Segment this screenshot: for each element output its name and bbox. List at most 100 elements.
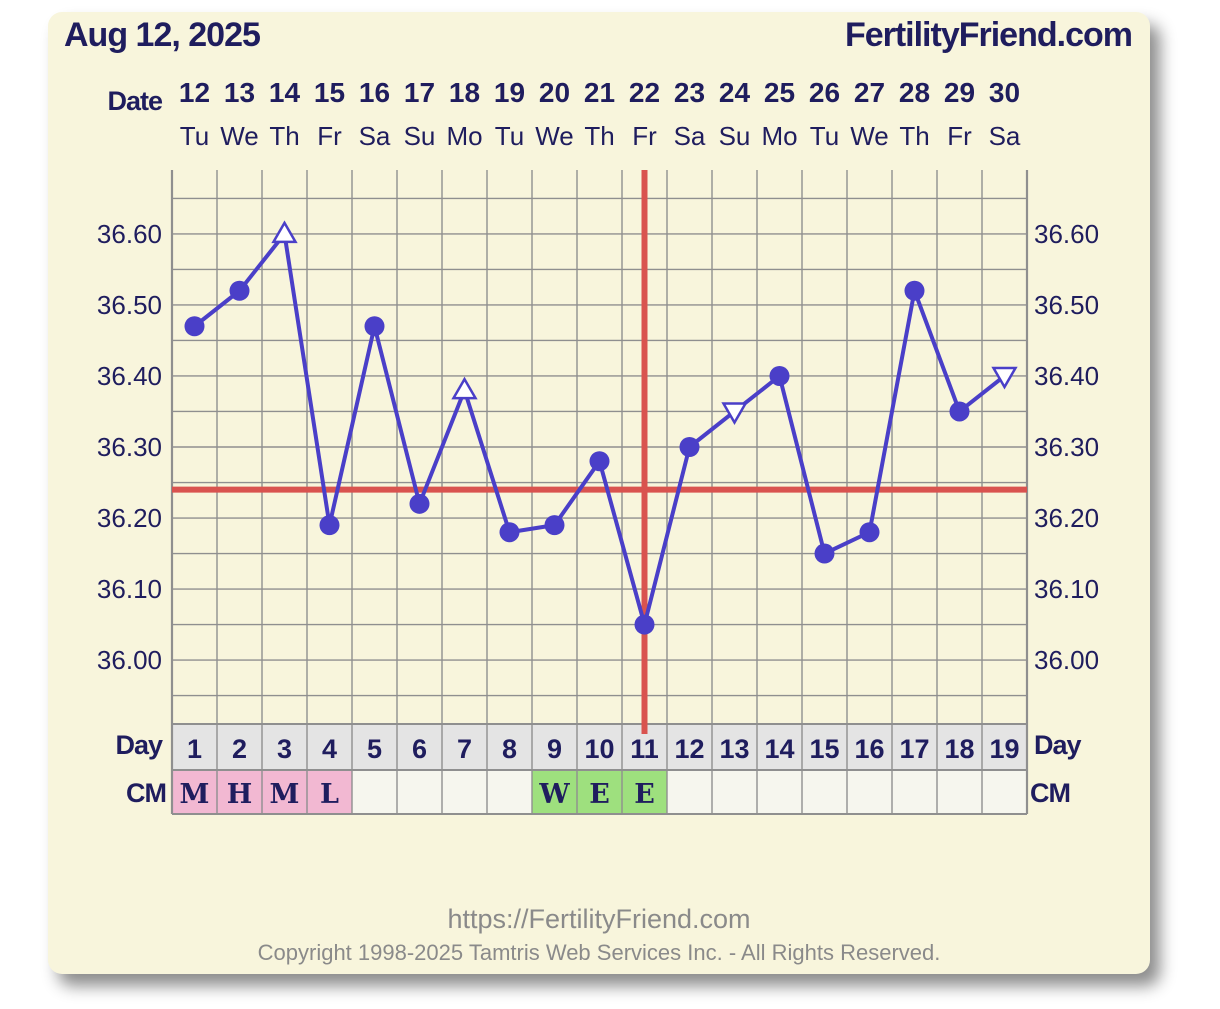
cycle-day-label: 13 xyxy=(719,734,749,764)
y-tick-left: 36.30 xyxy=(97,432,162,462)
weekday-label: Mo xyxy=(761,121,797,151)
date-label: 25 xyxy=(764,77,795,108)
y-tick-left: 36.40 xyxy=(97,361,162,391)
cycle-day-label: 17 xyxy=(899,734,929,764)
temperature-point[interactable] xyxy=(679,437,700,457)
date-label: 16 xyxy=(359,77,390,108)
weekday-label: Fr xyxy=(317,121,342,151)
date-label: 20 xyxy=(539,77,570,108)
date-label: 15 xyxy=(314,77,345,108)
temperature-point[interactable] xyxy=(859,522,880,543)
cycle-day-label: 6 xyxy=(412,734,427,764)
cm-cell xyxy=(937,770,982,814)
cycle-day-label: 8 xyxy=(502,734,517,764)
temperature-point[interactable] xyxy=(544,515,565,536)
weekday-label: Fr xyxy=(632,121,657,151)
bbt-chart: Aug 12, 2025 FertilityFriend.com Date Da… xyxy=(64,16,1133,965)
temperature-point[interactable] xyxy=(769,365,790,386)
temperature-point[interactable] xyxy=(499,522,520,543)
y-tick-right: 36.30 xyxy=(1034,432,1099,462)
y-tick-left: 36.20 xyxy=(97,503,162,533)
date-label: 29 xyxy=(944,77,975,108)
day-cell xyxy=(712,724,757,770)
cycle-day-label: 1 xyxy=(187,734,202,764)
temperature-point[interactable] xyxy=(904,280,925,301)
weekday-label: Tu xyxy=(810,121,839,151)
day-cell xyxy=(397,724,442,770)
cm-label: L xyxy=(320,779,339,810)
date-label: 12 xyxy=(179,77,210,108)
day-cell xyxy=(847,724,892,770)
weekday-label: Mo xyxy=(446,121,482,151)
y-tick-right: 36.00 xyxy=(1034,645,1099,675)
temperature-point[interactable] xyxy=(184,316,205,337)
date-label: 13 xyxy=(224,77,255,108)
temperature-point-open[interactable] xyxy=(721,402,748,425)
temperature-point[interactable] xyxy=(589,451,610,472)
temperature-point[interactable] xyxy=(409,493,430,514)
date-label: 19 xyxy=(494,77,525,108)
cycle-day-label: 14 xyxy=(764,734,794,764)
day-cell xyxy=(532,724,577,770)
day-cell xyxy=(262,724,307,770)
cm-cell xyxy=(712,770,757,814)
day-cell xyxy=(982,724,1027,770)
site-name: FertilityFriend.com xyxy=(845,16,1132,54)
temperature-point[interactable] xyxy=(949,401,970,422)
temperature-point-open[interactable] xyxy=(271,220,298,244)
cm-cell xyxy=(577,770,622,814)
weekday-label: Sa xyxy=(359,121,391,151)
cm-label: E xyxy=(589,779,610,810)
date-label: 27 xyxy=(854,77,885,108)
cm-cell xyxy=(622,770,667,814)
date-label: 28 xyxy=(899,77,930,108)
day-cell xyxy=(487,724,532,770)
day-cell xyxy=(172,724,217,770)
date-label: 14 xyxy=(269,77,301,108)
cm-cell xyxy=(217,770,262,814)
date-label: 30 xyxy=(989,77,1020,108)
cm-label: M xyxy=(270,779,300,810)
cycle-day-label: 11 xyxy=(630,734,659,764)
cm-cell xyxy=(172,770,217,814)
cm-cell xyxy=(442,770,487,814)
temperature-point[interactable] xyxy=(319,515,340,536)
y-tick-left: 36.10 xyxy=(97,574,162,604)
cm-cell xyxy=(487,770,532,814)
date-label: 24 xyxy=(719,77,751,108)
temperature-point-open[interactable] xyxy=(451,376,478,400)
temperature-point-open[interactable] xyxy=(991,366,1018,390)
cycle-day-label: 16 xyxy=(854,734,884,764)
weekday-label: Su xyxy=(404,121,436,151)
cm-cell xyxy=(892,770,937,814)
footer-copyright: Copyright 1998-2025 Tamtris Web Services… xyxy=(258,940,941,965)
weekday-label: We xyxy=(220,121,259,151)
cycle-day-label: 5 xyxy=(367,734,382,764)
cycle-day-label: 7 xyxy=(457,734,472,764)
temperature-point[interactable] xyxy=(814,543,835,564)
cm-label: W xyxy=(538,779,570,810)
footer-url: https://FertilityFriend.com xyxy=(447,904,750,934)
cycle-day-label: 12 xyxy=(674,734,704,764)
y-tick-left: 36.50 xyxy=(97,290,162,320)
day-row-label-left: Day xyxy=(115,730,163,760)
cm-cell xyxy=(847,770,892,814)
day-cell xyxy=(667,724,712,770)
temperature-point[interactable] xyxy=(634,614,655,635)
date-label: 26 xyxy=(809,77,840,108)
cm-cell xyxy=(982,770,1027,814)
weekday-label: We xyxy=(850,121,889,151)
temperature-point[interactable] xyxy=(229,280,250,301)
day-cell xyxy=(217,724,262,770)
day-cell xyxy=(577,724,622,770)
day-cell xyxy=(307,724,352,770)
y-tick-right: 36.20 xyxy=(1034,503,1099,533)
date-label: 18 xyxy=(449,77,480,108)
temperature-point[interactable] xyxy=(364,316,385,337)
y-tick-right: 36.60 xyxy=(1034,219,1099,249)
day-cell xyxy=(352,724,397,770)
cm-label: E xyxy=(634,779,655,810)
day-cell xyxy=(802,724,847,770)
chart-card: Aug 12, 2025 FertilityFriend.com Date Da… xyxy=(48,12,1150,974)
date-label: 17 xyxy=(404,77,435,108)
